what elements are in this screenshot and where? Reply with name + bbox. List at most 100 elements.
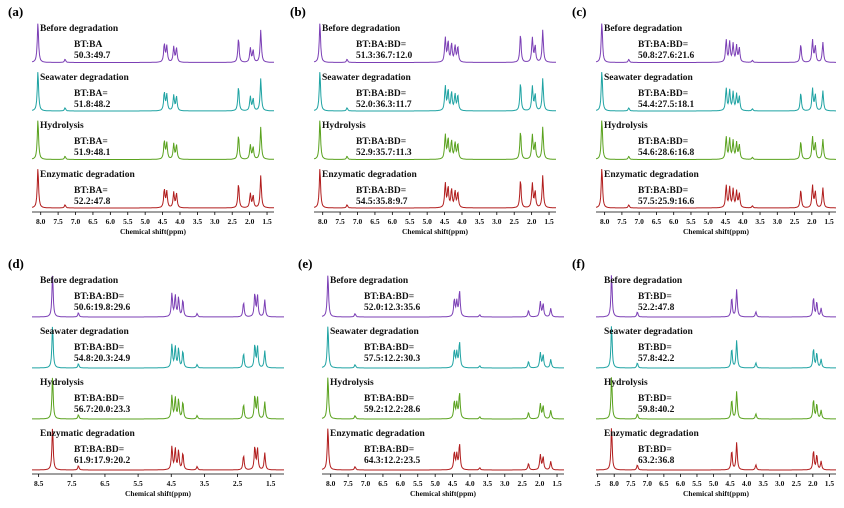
spectrum-line-seawater-degradation: [313, 72, 556, 112]
spectrum-panel-c: (c) Before degradation BT:BA:BD= 50.8:27.6:…: [572, 4, 840, 242]
series-title: Hydrolysis: [330, 378, 374, 388]
composition-ratio: BT:BA:BD= 50.8:27.6:21.6: [638, 40, 694, 62]
x-tick-label: 5.5: [692, 479, 702, 488]
x-tick-label: 7.0: [642, 479, 652, 488]
spectrum-line-before-degradation: [321, 275, 564, 318]
x-tick-label: 3.5: [482, 479, 493, 488]
x-tick-label: 6.0: [395, 479, 406, 488]
x-tick-label: 6.0: [675, 479, 686, 488]
spectrum-line-before-degradation: [596, 275, 836, 318]
panel-label: (a): [8, 4, 24, 19]
spectrum-plot: [595, 23, 836, 215]
x-tick-label: 7.0: [634, 217, 644, 226]
x-tick-label: 4.0: [457, 217, 467, 226]
spectrum-line-hydrolysis: [321, 377, 564, 420]
panel-label: (b): [290, 4, 306, 19]
x-axis-title: Chemical shift(ppm): [682, 489, 750, 498]
spectrum-line-before-degradation: [31, 23, 274, 63]
ratio-line: 54.8:20.3:24.9: [74, 354, 131, 364]
x-tick-label: 4.0: [465, 479, 475, 488]
x-tick-label: 6.5: [378, 479, 388, 488]
spectrum-line-seawater-degradation: [321, 326, 564, 369]
ratio-line: 54.4:27.5:18.1: [638, 99, 695, 110]
composition-ratio: BT:BA:BD= 52.9:35.7:11.3: [356, 137, 412, 159]
x-tick-label: 4.5: [720, 217, 731, 226]
series-title: Before degradation: [330, 276, 409, 286]
x-tick-label: 1.5: [266, 479, 276, 488]
composition-ratio: BT:BA= 51.8:48.2: [74, 89, 110, 111]
composition-ratio: BT:BA 50.3:49.7: [74, 40, 110, 62]
panel-label: (c): [572, 4, 587, 19]
ratio-line: 57.8:42.2: [638, 354, 675, 364]
x-tick-label: 6.5: [100, 479, 110, 488]
series-title: Seawater degradation: [40, 327, 129, 337]
spectrum-line-before-degradation: [313, 23, 556, 63]
x-tick-label: 3.5: [199, 479, 210, 488]
composition-ratio: BT:BD= 52.2:47.8: [638, 292, 674, 314]
ratio-line: 50.8:27.6:21.6: [638, 51, 695, 61]
series-title: Enzymatic degradation: [40, 169, 135, 180]
x-tick-label: 4.5: [447, 479, 458, 488]
x-tick-label: 7.5: [626, 479, 636, 488]
ratio-line: BT:BD=: [638, 292, 672, 302]
series-title: Enzymatic degradation: [322, 169, 417, 180]
x-tick-label: 8.0: [609, 479, 619, 488]
x-tick-label: 5.0: [708, 479, 719, 488]
series-title: Seawater degradation: [40, 72, 129, 83]
series-title: Hydrolysis: [604, 378, 648, 388]
composition-ratio: BT:BA:BD= 54.4:27.5:18.1: [638, 89, 694, 111]
x-tick-label: 4.0: [175, 217, 185, 226]
series-title: Enzymatic degradation: [330, 429, 425, 439]
ratio-line: BT:BA=: [74, 185, 108, 196]
x-tick-label: 5.0: [422, 217, 432, 226]
x-tick-label: 2.5: [509, 217, 519, 226]
x-tick-label: 8.0: [36, 217, 46, 226]
ratio-line: BT:BA:BD=: [638, 137, 689, 147]
spectrum-line-seawater-degradation: [32, 326, 284, 369]
composition-ratio: BT:BA:BD= 57.5:12.2:30.3: [364, 343, 420, 365]
composition-ratio: BT:BA:BD= 57.5:25.9:16.6: [638, 186, 694, 208]
spectrum-plot: [596, 275, 836, 477]
ratio-line: BT:BA:BD=: [356, 88, 407, 99]
series-title: Before degradation: [604, 276, 683, 286]
x-tick-label: 8.0: [326, 479, 336, 488]
ratio-line: 59.8:40.2: [638, 405, 675, 415]
spectrum-plot: [313, 23, 556, 215]
x-tick-label: 8.5: [33, 479, 44, 488]
x-tick-label: 4.5: [166, 479, 176, 488]
ratio-line: 56.7:20.0:23.3: [74, 405, 131, 415]
x-axis-title: Chemical shift(ppm): [682, 227, 750, 236]
composition-ratio: BT:BA:BD= 51.3:36.7:12.0: [356, 40, 412, 62]
ratio-line: 52.9:35.7:11.3: [356, 148, 412, 158]
x-tick-label: 6.0: [387, 217, 398, 226]
ratio-line: BT:BA=: [74, 88, 108, 99]
x-tick-label: 5.0: [140, 217, 150, 226]
spectrum-line-seawater-degradation: [595, 72, 836, 112]
x-tick-label: 6.5: [659, 479, 669, 488]
panel-label: (d): [8, 256, 24, 271]
x-tick-label: .5: [594, 479, 601, 488]
spectrum-panel-a: (a) Before degradation BT:BA 50.3:49.7 Seawa…: [8, 4, 278, 242]
ratio-line: BT:BA:BD=: [638, 40, 689, 50]
x-tick-label: 1.5: [824, 479, 835, 488]
composition-ratio: BT:BA= 51.9:48.1: [74, 137, 110, 159]
spectrum-line-enzymatic-degradation: [595, 169, 836, 209]
x-tick-label: 2.5: [791, 479, 801, 488]
composition-ratio: BT:BA:BD= 61.9:17.9:20.2: [74, 445, 130, 467]
spectrum-line-enzymatic-degradation: [32, 428, 284, 471]
spectrum-line-hydrolysis: [596, 377, 836, 420]
x-tick-label: 6.5: [651, 217, 662, 226]
ratio-line: BT:BA:BD=: [364, 445, 415, 455]
ratio-line: BT:BA:BD=: [74, 394, 125, 404]
x-tick-label: 7.0: [360, 479, 371, 488]
ratio-line: 59.2:12.2:28.6: [364, 405, 421, 415]
x-tick-label: 1.5: [552, 479, 562, 488]
x-tick-label: 6.0: [669, 217, 679, 226]
spectrum-panel-e: (e) Before degradation BT:BA:BD= 52.0:12.3:…: [298, 256, 568, 504]
spectrum-panel-b: (b) Before degradation BT:BA:BD= 51.3:36.7:…: [290, 4, 560, 242]
x-axis-title: Chemical shift(ppm): [124, 489, 192, 498]
ratio-line: 63.2:36.8: [638, 456, 675, 466]
ratio-line: 64.3:12.2:23.5: [364, 456, 421, 466]
composition-ratio: BT:BA:BD= 50.6:19.8:29.6: [74, 292, 130, 314]
x-tick-label: 6.0: [105, 217, 116, 226]
